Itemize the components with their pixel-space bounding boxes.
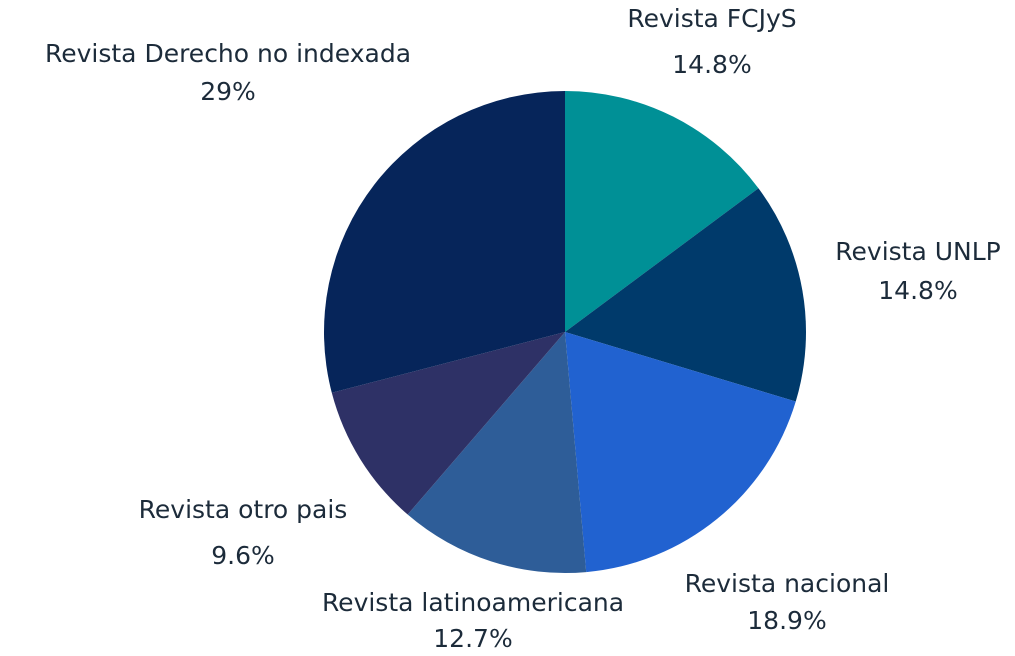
pie-slice xyxy=(407,332,587,573)
slice-label: Revista UNLP xyxy=(835,237,1000,266)
pie-slice xyxy=(565,188,806,402)
slice-label: Revista latinoamericana xyxy=(322,588,624,617)
slice-value-label: 18.9% xyxy=(747,606,826,635)
slice-value-label: 12.7% xyxy=(433,624,512,653)
slice-value-label: 9.6% xyxy=(211,541,275,570)
slice-label: Revista otro pais xyxy=(139,495,348,524)
slice-label: Revista FCJyS xyxy=(627,4,796,33)
slice-label: Revista nacional xyxy=(685,569,890,598)
pie-slice xyxy=(565,332,796,573)
slice-label: Revista Derecho no indexada xyxy=(45,39,411,68)
pie-slice xyxy=(331,332,565,515)
slice-value-label: 29% xyxy=(200,77,256,106)
slice-value-label: 14.8% xyxy=(672,50,751,79)
pie-slice xyxy=(323,91,565,393)
pie-slice xyxy=(565,91,759,332)
slice-value-label: 14.8% xyxy=(878,276,957,305)
